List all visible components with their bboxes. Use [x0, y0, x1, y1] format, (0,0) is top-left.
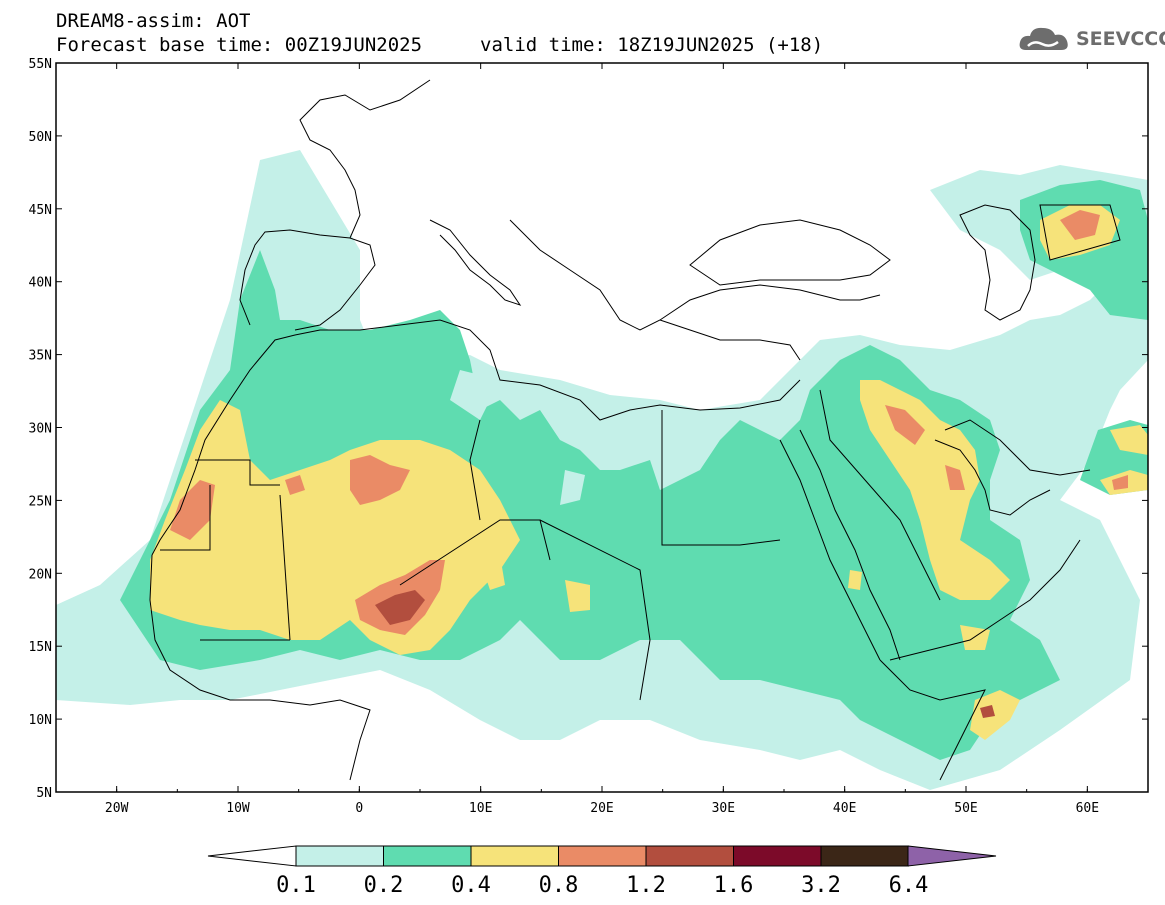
y-tick-label: 5N	[36, 786, 52, 801]
colorbar-box	[733, 845, 822, 867]
y-tick-label: 30N	[29, 422, 52, 437]
y-tick-label: 35N	[29, 349, 52, 364]
colorbar-box	[820, 845, 909, 867]
colorbar-box	[645, 845, 734, 867]
colorbar-label: 0.8	[539, 873, 579, 898]
y-tick-label: 25N	[29, 494, 52, 509]
colorbar-label: 1.6	[714, 873, 754, 898]
map-title: DREAM8-assim: AOT	[56, 10, 251, 32]
latitude-ticks: 55N 50N 45N 40N 35N 30N 25N 20N 15N 10N 5N	[29, 57, 1148, 801]
colorbar-label: 0.2	[364, 873, 404, 898]
forecast-base-time: Forecast base time: 00Z19JUN2025	[56, 34, 423, 56]
colorbar-box	[295, 845, 384, 867]
colorbar-label: 1.2	[626, 873, 666, 898]
logo-text: SEEVCCC	[1076, 28, 1165, 50]
x-tick-label: 10W	[226, 801, 250, 816]
colorbar-over-arrow	[907, 845, 997, 867]
x-tick-label: 10E	[469, 801, 492, 816]
y-tick-label: 15N	[29, 640, 52, 655]
colorbar-box	[558, 845, 647, 867]
x-tick-label: 20E	[590, 801, 613, 816]
y-tick-label: 10N	[29, 713, 52, 728]
y-tick-label: 50N	[29, 130, 52, 145]
colorbar-label: 3.2	[801, 873, 841, 898]
x-tick-label: 30E	[712, 801, 735, 816]
y-tick-label: 45N	[29, 203, 52, 218]
y-tick-label: 20N	[29, 567, 52, 582]
colorbar-box	[383, 845, 472, 867]
y-tick-label: 40N	[29, 276, 52, 291]
aot-contour-fields	[56, 150, 1148, 790]
cloud-icon	[1019, 27, 1068, 50]
x-tick-label: 0	[355, 801, 363, 816]
x-tick-label: 50E	[954, 801, 977, 816]
colorbar-label: 0.4	[451, 873, 491, 898]
colorbar-label: 0.1	[276, 873, 316, 898]
x-tick-label: 40E	[833, 801, 856, 816]
coastlines-and-borders	[149, 79, 1121, 781]
valid-time: valid time: 18Z19JUN2025 (+18)	[480, 34, 824, 56]
colorbar-box	[470, 845, 559, 867]
colorbar-under-arrow	[207, 845, 297, 867]
x-tick-label: 60E	[1076, 801, 1099, 816]
colorbar-label: 6.4	[889, 873, 929, 898]
longitude-ticks: 20W 10W 0 10E 20E 30E 40E 50E 60E	[55, 63, 1149, 816]
y-tick-label: 55N	[29, 57, 52, 72]
x-tick-label: 20W	[105, 801, 129, 816]
seevccc-logo: SEEVCCC	[1018, 22, 1165, 58]
colorbar: 0.1 0.2 0.4 0.8 1.2 1.6 3.2 6.4	[207, 845, 997, 898]
